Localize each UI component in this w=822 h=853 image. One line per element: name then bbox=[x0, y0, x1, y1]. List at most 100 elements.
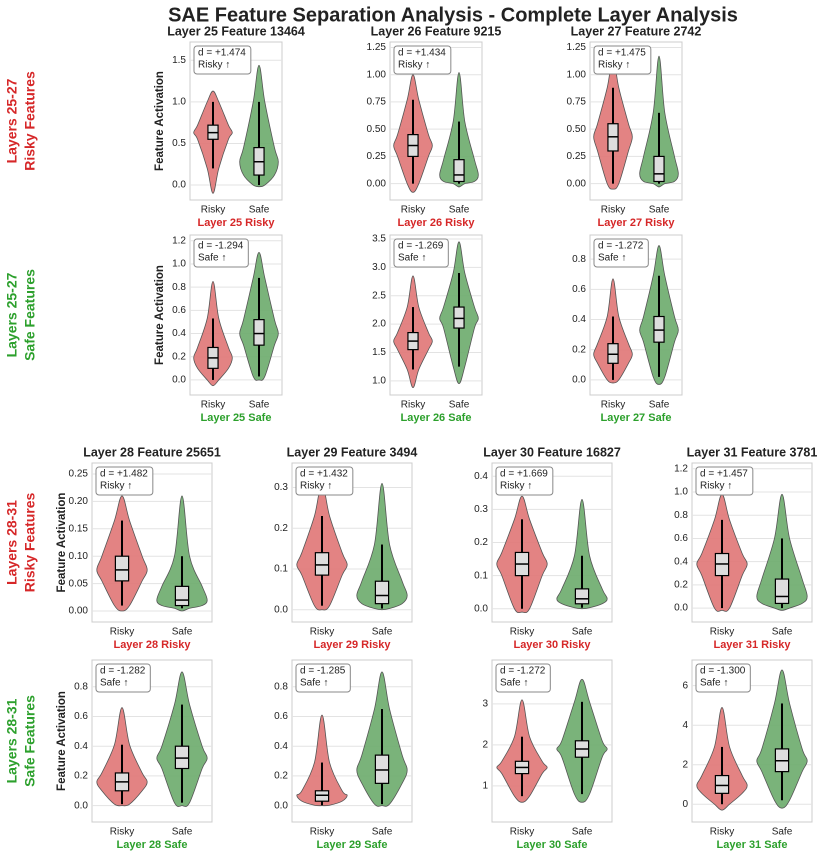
annotation: d = +1.669 bbox=[500, 469, 548, 480]
x-axis-label: Layer 30 Risky bbox=[513, 639, 591, 651]
annotation-box bbox=[295, 663, 351, 693]
y-tick-label: 0.4 bbox=[74, 741, 88, 752]
panel-title: Layer 28 Feature 25651 bbox=[83, 445, 221, 459]
y-tick-label: 0.2 bbox=[674, 580, 688, 591]
annotation: Risky ↑ bbox=[598, 60, 630, 71]
y-tick-label: 0.00 bbox=[69, 606, 89, 617]
annotation: d = -1.300 bbox=[700, 666, 746, 677]
x-tick-label: Safe bbox=[772, 827, 793, 838]
annotation-box bbox=[295, 466, 354, 496]
y-tick-label: 1.25 bbox=[367, 42, 387, 53]
box bbox=[314, 552, 330, 576]
x-tick-label: Risky bbox=[310, 627, 334, 638]
box bbox=[714, 774, 730, 794]
y-tick-label: 0.0 bbox=[74, 800, 88, 811]
y-tick-label: 0.2 bbox=[474, 537, 488, 548]
x-tick-label: Risky bbox=[510, 827, 534, 838]
x-axis-label: Layer 28 Safe bbox=[117, 839, 188, 851]
y-tick-label: 1.00 bbox=[567, 69, 587, 80]
y-tick-label: 0.0 bbox=[572, 375, 586, 386]
x-axis-label: Layer 30 Safe bbox=[517, 839, 588, 851]
annotation-box bbox=[495, 663, 551, 693]
annotation: d = +1.457 bbox=[700, 469, 748, 480]
x-axis-label: Layer 26 Safe bbox=[401, 412, 472, 424]
violin bbox=[296, 714, 348, 807]
annotation: d = +1.434 bbox=[398, 48, 446, 59]
x-axis-label: Layer 29 Safe bbox=[317, 839, 388, 851]
x-tick-label: Safe bbox=[172, 827, 193, 838]
panel-title: Layer 31 Feature 3781 bbox=[687, 445, 818, 459]
box bbox=[607, 343, 619, 364]
y-tick-label: 0.05 bbox=[69, 578, 89, 589]
panel-title: Layer 25 Feature 13464 bbox=[167, 24, 305, 38]
y-tick-label: 0.4 bbox=[674, 556, 688, 567]
y-tick-label: 0.75 bbox=[367, 97, 387, 108]
y-tick-label: 2.5 bbox=[372, 290, 386, 301]
y-tick-label: 0 bbox=[682, 799, 688, 810]
annotation: d = -1.285 bbox=[300, 666, 346, 677]
y-tick-label: 0.25 bbox=[567, 151, 587, 162]
row-label: Layers 28-31 bbox=[4, 500, 20, 585]
y-tick-label: 0.8 bbox=[74, 681, 88, 692]
annotation-box bbox=[695, 663, 751, 693]
y-tick-label: 1.2 bbox=[172, 235, 186, 246]
x-axis-label: Layer 28 Risky bbox=[113, 639, 191, 651]
y-tick-label: 0.10 bbox=[69, 551, 89, 562]
x-axis-label: Layer 27 Safe bbox=[601, 412, 672, 424]
y-axis-label: Feature Activation bbox=[154, 265, 166, 365]
y-tick-label: 1 bbox=[482, 781, 488, 792]
x-tick-label: Safe bbox=[772, 627, 793, 638]
y-tick-label: 2 bbox=[482, 740, 488, 751]
annotation-box bbox=[393, 45, 452, 75]
y-tick-label: 0.3 bbox=[274, 482, 288, 493]
y-tick-label: 0.8 bbox=[674, 510, 688, 521]
y-tick-label: 0.75 bbox=[567, 97, 587, 108]
x-tick-label: Risky bbox=[510, 627, 534, 638]
x-tick-label: Risky bbox=[201, 205, 225, 216]
x-tick-label: Risky bbox=[601, 400, 625, 411]
y-tick-label: 0.6 bbox=[674, 533, 688, 544]
x-tick-label: Safe bbox=[449, 205, 470, 216]
box bbox=[574, 588, 590, 605]
annotation: d = +1.482 bbox=[100, 469, 148, 480]
box bbox=[774, 578, 790, 605]
annotation-box bbox=[393, 238, 449, 268]
panel: 0.0 0.1 0.2 0.3 0.4 Risky Safe Layer 30 Feature… bbox=[474, 445, 621, 651]
annotation-box bbox=[593, 45, 652, 75]
y-tick-label: 0.8 bbox=[572, 254, 586, 265]
y-tick-label: 1.2 bbox=[674, 463, 688, 474]
figure-title: SAE Feature Separation Analysis - Comple… bbox=[168, 4, 738, 26]
y-tick-label: 0.3 bbox=[474, 504, 488, 515]
y-tick-label: 0.8 bbox=[274, 681, 288, 692]
y-tick-label: 0.2 bbox=[274, 771, 288, 782]
y-tick-label: 0.6 bbox=[572, 284, 586, 295]
row-label: Layers 25-27 bbox=[4, 272, 20, 357]
x-axis-label: Layer 31 Risky bbox=[713, 639, 791, 651]
y-tick-label: 0.0 bbox=[172, 180, 186, 191]
y-tick-label: 0.6 bbox=[74, 711, 88, 722]
x-tick-label: Safe bbox=[372, 827, 393, 838]
panel: 0.0 0.5 1.0 1.5 Risky Safe Layer 25 Feature 13… bbox=[154, 24, 305, 229]
y-tick-label: 0.2 bbox=[572, 344, 586, 355]
x-tick-label: Safe bbox=[572, 827, 593, 838]
y-tick-label: 0.00 bbox=[567, 178, 587, 189]
y-tick-label: 0.2 bbox=[74, 771, 88, 782]
box bbox=[453, 159, 465, 183]
annotation-box bbox=[95, 466, 154, 496]
x-tick-label: Risky bbox=[201, 400, 225, 411]
box bbox=[453, 306, 465, 329]
y-tick-label: 0.4 bbox=[274, 741, 288, 752]
x-tick-label: Safe bbox=[572, 627, 593, 638]
y-tick-label: 0.25 bbox=[367, 151, 387, 162]
annotation: Safe ↑ bbox=[198, 253, 226, 264]
panel: 0.0 0.2 0.4 0.6 0.8 1.0 1.2 Risky Safe Layer 31 F… bbox=[674, 445, 817, 651]
x-axis-label: Layer 26 Risky bbox=[397, 217, 475, 229]
y-tick-label: 3.0 bbox=[372, 262, 386, 273]
x-tick-label: Risky bbox=[710, 827, 734, 838]
box bbox=[253, 319, 265, 346]
